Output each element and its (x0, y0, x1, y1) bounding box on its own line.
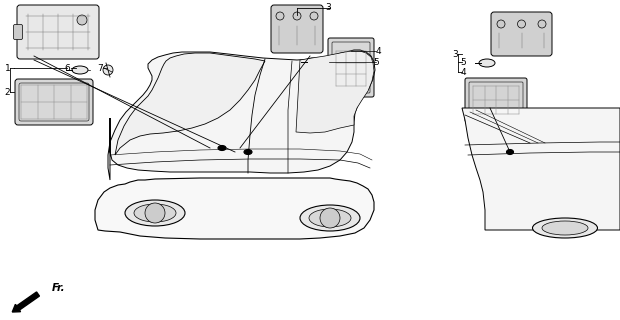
FancyBboxPatch shape (14, 25, 22, 39)
Ellipse shape (72, 66, 88, 74)
FancyBboxPatch shape (328, 38, 374, 97)
Polygon shape (95, 178, 374, 239)
Text: 1: 1 (5, 63, 11, 73)
Ellipse shape (134, 204, 176, 222)
Circle shape (276, 12, 284, 20)
FancyBboxPatch shape (491, 12, 552, 56)
Text: 3: 3 (452, 50, 458, 59)
Text: 2: 2 (4, 87, 10, 97)
Circle shape (320, 208, 340, 228)
FancyBboxPatch shape (271, 5, 323, 53)
Text: 7: 7 (97, 63, 103, 73)
Circle shape (518, 20, 526, 28)
Ellipse shape (218, 146, 226, 150)
Ellipse shape (479, 59, 495, 67)
Text: 5: 5 (373, 58, 379, 67)
Text: 4: 4 (375, 46, 381, 55)
Circle shape (538, 20, 546, 28)
Circle shape (497, 20, 505, 28)
Ellipse shape (244, 149, 252, 155)
FancyBboxPatch shape (465, 78, 527, 122)
Text: 6: 6 (64, 63, 70, 73)
Ellipse shape (507, 149, 513, 155)
Polygon shape (115, 53, 265, 155)
Polygon shape (296, 51, 374, 133)
Circle shape (293, 12, 301, 20)
FancyBboxPatch shape (15, 79, 93, 125)
Circle shape (77, 15, 87, 25)
Ellipse shape (305, 58, 321, 66)
Ellipse shape (542, 221, 588, 235)
Ellipse shape (125, 200, 185, 226)
Ellipse shape (309, 209, 351, 227)
Text: Fr.: Fr. (52, 283, 66, 293)
Circle shape (145, 203, 165, 223)
Ellipse shape (533, 218, 598, 238)
Polygon shape (108, 50, 375, 180)
Polygon shape (462, 108, 620, 230)
Ellipse shape (300, 205, 360, 231)
Text: 3: 3 (325, 3, 331, 12)
FancyBboxPatch shape (17, 5, 99, 59)
Circle shape (103, 65, 113, 75)
Circle shape (310, 12, 318, 20)
Text: 5: 5 (460, 58, 466, 67)
Text: 4: 4 (460, 68, 466, 76)
FancyArrow shape (12, 292, 40, 312)
